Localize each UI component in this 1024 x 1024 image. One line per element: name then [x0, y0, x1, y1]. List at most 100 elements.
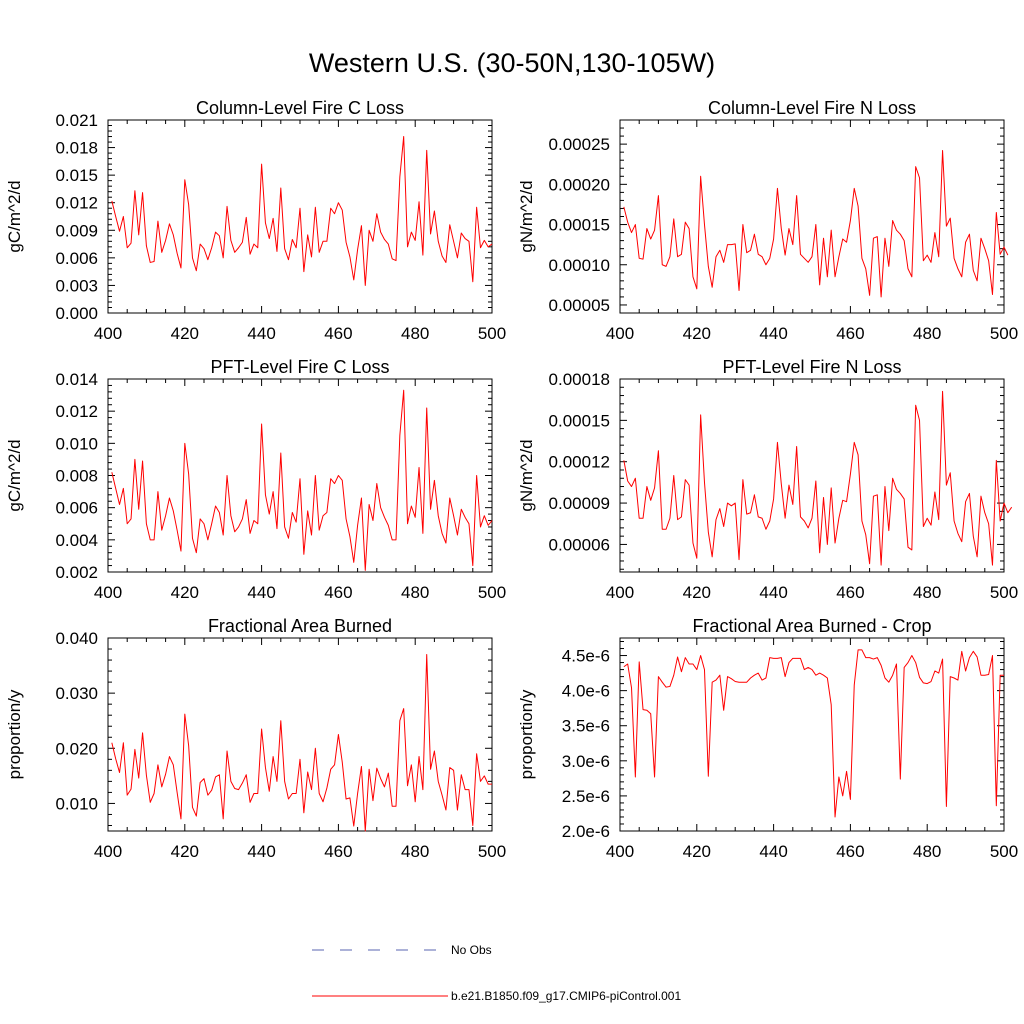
y-tick-label: 0.00012 — [549, 453, 610, 472]
panel-pft-fire-c: PFT-Level Fire C Loss gC/m^2/d 400 420 440 46… — [5, 357, 506, 602]
y-tick-label: 0.00025 — [549, 135, 610, 154]
panel-frac-area: Fractional Area Burned proportion/y 400 420… — [5, 616, 506, 861]
panel-title: Column-Level Fire N Loss — [708, 98, 916, 118]
x-tick-label: 460 — [836, 842, 864, 861]
x-tick-label: 420 — [171, 583, 199, 602]
plot-frame — [107, 637, 493, 832]
y-tick-label: 0.00015 — [549, 216, 610, 235]
y-tick-label: 0.010 — [55, 794, 98, 813]
panel-title: Fractional Area Burned — [208, 616, 392, 636]
y-tick-label: 0.00009 — [549, 494, 610, 513]
panel-title: PFT-Level Fire N Loss — [722, 357, 901, 377]
panel-title: PFT-Level Fire C Loss — [210, 357, 389, 377]
x-tick-label: 440 — [759, 324, 787, 343]
y-tick-label: 0.006 — [55, 499, 98, 518]
y-axis-label: gC/m^2/d — [5, 180, 24, 252]
x-tick-label: 480 — [913, 583, 941, 602]
y-axis-label: gN/m^2/d — [517, 439, 536, 511]
x-tick-label: 420 — [171, 842, 199, 861]
y-axis-label: proportion/y — [517, 689, 536, 779]
x-tick-label: 440 — [247, 583, 275, 602]
y-tick-label: 0.002 — [55, 563, 98, 582]
legend-label-no-obs: No Obs — [451, 943, 492, 957]
x-tick-label: 480 — [913, 324, 941, 343]
y-axis-label: gN/m^2/d — [517, 180, 536, 252]
panel-frac-area-crop: Fractional Area Burned - Crop proportion/… — [517, 616, 1018, 861]
y-tick-label: 0.006 — [55, 249, 98, 268]
y-axis-label: proportion/y — [5, 689, 24, 779]
y-tick-label: 0.000 — [55, 304, 98, 323]
x-tick-label: 460 — [324, 324, 352, 343]
x-tick-label: 400 — [606, 324, 634, 343]
x-tick-label: 440 — [247, 324, 275, 343]
x-tick-label: 500 — [990, 842, 1018, 861]
y-tick-label: 0.040 — [55, 629, 98, 648]
y-tick-label: 0.00015 — [549, 411, 610, 430]
x-tick-label: 480 — [913, 842, 941, 861]
y-axis-label: gC/m^2/d — [5, 439, 24, 511]
y-tick-label: 0.009 — [55, 221, 98, 240]
x-tick-label: 480 — [401, 842, 429, 861]
y-tick-label: 0.003 — [55, 276, 98, 295]
x-tick-label: 420 — [683, 324, 711, 343]
y-tick-label: 0.015 — [55, 166, 98, 185]
legend: No Obs b.e21.B1850.f09_g17.CMIP6-piContr… — [312, 943, 681, 1003]
y-tick-label: 2.5e-6 — [562, 787, 610, 806]
panel-col-fire-c: Column-Level Fire C Loss gC/m^2/d 400 420 44… — [5, 98, 506, 343]
x-tick-label: 400 — [94, 583, 122, 602]
x-tick-label: 400 — [606, 842, 634, 861]
series-line-model — [111, 389, 493, 571]
y-tick-label: 0.010 — [55, 434, 98, 453]
y-tick-label: 0.00020 — [549, 175, 610, 194]
x-tick-label: 500 — [478, 583, 506, 602]
panel-pft-fire-n: PFT-Level Fire N Loss gN/m^2/d 400 420 440 46… — [517, 357, 1018, 602]
legend-label-model: b.e21.B1850.f09_g17.CMIP6-piControl.001 — [451, 989, 681, 1003]
x-tick-label: 420 — [171, 324, 199, 343]
y-tick-label: 2.0e-6 — [562, 822, 610, 841]
series-line-model — [623, 390, 1013, 566]
x-tick-label: 440 — [247, 842, 275, 861]
plot-frame — [107, 378, 493, 573]
y-tick-label: 0.014 — [55, 370, 98, 389]
series-line-model — [111, 654, 492, 832]
y-tick-label: 0.00006 — [549, 535, 610, 554]
x-tick-label: 440 — [759, 583, 787, 602]
y-tick-label: 0.012 — [55, 402, 98, 421]
y-tick-label: 0.00005 — [549, 296, 610, 315]
y-tick-label: 0.030 — [55, 684, 98, 703]
x-tick-label: 500 — [478, 324, 506, 343]
series-line-model — [111, 136, 493, 286]
y-tick-label: 4.0e-6 — [562, 682, 610, 701]
panels-group: Column-Level Fire C Loss gC/m^2/d 400 420 44… — [5, 98, 1018, 861]
x-tick-label: 400 — [606, 583, 634, 602]
x-tick-label: 460 — [836, 583, 864, 602]
y-tick-label: 0.008 — [55, 467, 98, 486]
series-line-model — [623, 150, 1009, 298]
series-line-model — [623, 649, 1004, 818]
y-tick-label: 0.00018 — [549, 370, 610, 389]
y-tick-label: 0.020 — [55, 739, 98, 758]
x-tick-label: 460 — [836, 324, 864, 343]
y-tick-label: 0.021 — [55, 111, 98, 130]
y-tick-label: 0.004 — [55, 531, 98, 550]
panel-title: Fractional Area Burned - Crop — [692, 616, 931, 636]
x-tick-label: 480 — [401, 324, 429, 343]
x-tick-label: 400 — [94, 842, 122, 861]
x-tick-label: 500 — [990, 324, 1018, 343]
page-title: Western U.S. (30-50N,130-105W) — [309, 48, 715, 78]
x-tick-label: 460 — [324, 842, 352, 861]
y-tick-label: 0.018 — [55, 139, 98, 158]
y-tick-label: 0.00010 — [549, 256, 610, 275]
x-tick-label: 420 — [683, 583, 711, 602]
y-tick-label: 4.5e-6 — [562, 647, 610, 666]
x-tick-label: 480 — [401, 583, 429, 602]
x-tick-label: 500 — [478, 842, 506, 861]
panel-col-fire-n: Column-Level Fire N Loss gN/m^2/d 400 420 44… — [517, 98, 1018, 343]
x-tick-label: 400 — [94, 324, 122, 343]
y-tick-label: 3.0e-6 — [562, 752, 610, 771]
x-tick-label: 460 — [324, 583, 352, 602]
x-tick-label: 440 — [759, 842, 787, 861]
y-tick-label: 3.5e-6 — [562, 717, 610, 736]
y-tick-label: 0.012 — [55, 194, 98, 213]
